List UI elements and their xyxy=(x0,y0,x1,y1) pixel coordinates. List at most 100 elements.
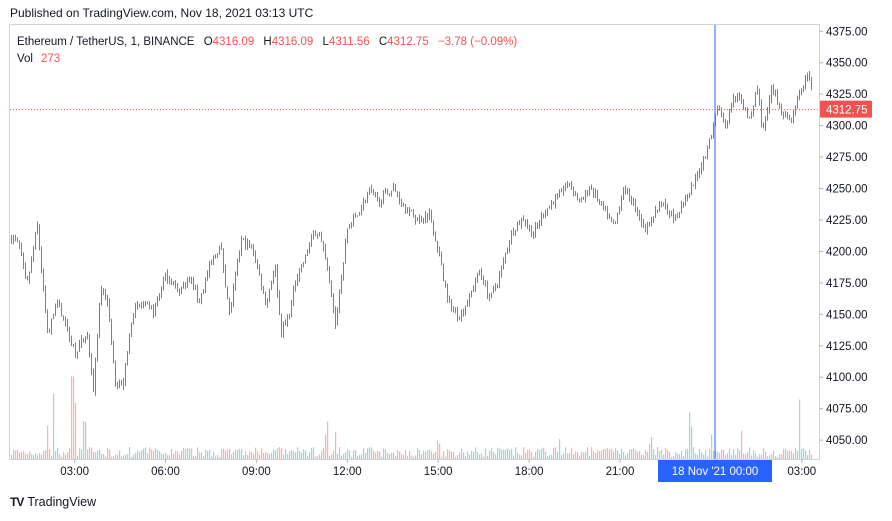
volume-bar xyxy=(193,455,195,459)
volume-bar xyxy=(277,448,279,459)
volume-bar xyxy=(557,451,559,459)
volume-bar xyxy=(139,452,141,459)
volume-bar xyxy=(501,449,503,459)
volume-bar xyxy=(799,399,801,459)
volume-bar xyxy=(487,455,489,459)
volume-bar xyxy=(253,454,255,459)
volume-bar xyxy=(619,453,621,459)
volume-bar xyxy=(587,447,589,459)
volume-bar xyxy=(687,448,689,459)
volume-bar xyxy=(527,449,529,459)
volume-bar xyxy=(453,451,455,459)
volume-bar xyxy=(463,452,465,459)
volume-bar xyxy=(485,448,487,459)
volume-bar xyxy=(157,450,159,459)
volume-bar xyxy=(573,454,575,459)
volume-bar xyxy=(295,452,297,459)
volume-bar xyxy=(669,452,671,459)
volume-bar xyxy=(535,451,537,459)
volume-bar xyxy=(233,452,235,459)
volume-bar xyxy=(773,450,775,459)
volume-bar xyxy=(593,450,595,459)
volume-bar xyxy=(579,455,581,459)
volume-bar xyxy=(415,455,417,459)
y-tick-label: 4250.00 xyxy=(826,184,868,196)
volume-bar xyxy=(395,455,397,459)
volume-bar xyxy=(105,456,107,459)
volume-bar xyxy=(511,448,513,459)
volume-bar xyxy=(145,447,147,459)
volume-bar xyxy=(663,454,665,459)
volume-bar xyxy=(69,447,71,459)
volume-bar xyxy=(705,450,707,459)
volume-bar xyxy=(525,452,527,459)
volume-bar xyxy=(711,434,713,459)
volume-bar xyxy=(261,448,263,459)
volume-bar xyxy=(495,454,497,459)
volume-bar xyxy=(265,452,267,459)
volume-bar xyxy=(635,449,637,459)
volume-bar xyxy=(217,454,219,459)
volume-bar xyxy=(109,449,111,459)
y-tick-label: 4150.00 xyxy=(826,309,868,321)
volume-bar xyxy=(289,450,291,459)
volume-bar xyxy=(517,452,519,459)
volume-bar xyxy=(43,450,45,459)
volume-bar xyxy=(765,452,767,459)
volume-bar xyxy=(203,456,205,459)
y-tick-label: 4350.00 xyxy=(826,58,868,70)
volume-bar xyxy=(643,455,645,459)
volume-bar xyxy=(355,450,357,459)
tradingview-footer[interactable]: TV TradingView xyxy=(10,495,96,509)
volume-bar xyxy=(743,453,745,459)
volume-bar xyxy=(149,447,151,459)
volume-bar xyxy=(729,448,731,459)
volume-bar xyxy=(269,454,271,459)
volume-bar xyxy=(257,451,259,459)
y-tick-label: 4275.00 xyxy=(826,152,868,164)
volume-bar xyxy=(477,451,479,459)
volume-bar xyxy=(491,448,493,459)
volume-bar xyxy=(323,447,325,459)
volume-bar xyxy=(321,450,323,459)
volume-bar xyxy=(251,452,253,459)
volume-bar xyxy=(555,447,557,459)
y-tick-label: 4325.00 xyxy=(826,89,868,101)
volume-bar xyxy=(59,454,61,459)
volume-bar xyxy=(255,447,257,459)
volume-bar xyxy=(425,451,427,459)
volume-bar xyxy=(397,450,399,459)
volume-bar xyxy=(133,454,135,459)
volume-bar xyxy=(771,453,773,459)
volume-bar xyxy=(789,451,791,459)
volume-bar xyxy=(701,452,703,459)
volume-bar xyxy=(89,447,91,459)
volume-bar xyxy=(755,453,757,459)
volume-bar xyxy=(307,456,309,459)
volume-bar xyxy=(151,449,153,459)
volume-bar xyxy=(339,447,341,459)
volume-bar xyxy=(611,448,613,459)
volume-bar xyxy=(403,455,405,459)
volume-bar xyxy=(439,443,441,459)
y-tick-label: 4300.00 xyxy=(826,121,868,133)
volume-bar xyxy=(503,449,505,459)
y-tick-label: 4375.00 xyxy=(826,26,868,38)
volume-bar xyxy=(373,450,375,459)
volume-bar xyxy=(807,455,809,459)
volume-bar xyxy=(467,451,469,459)
volume-bar xyxy=(521,455,523,459)
volume-bar xyxy=(613,451,615,459)
x-tick-label: 12:00 xyxy=(333,466,362,478)
volume-bar xyxy=(87,449,89,459)
volume-bar xyxy=(187,447,189,459)
volume-bar xyxy=(585,452,587,459)
volume-bar xyxy=(33,455,35,459)
volume-bar xyxy=(667,449,669,459)
volume-bar xyxy=(367,448,369,459)
volume-bar xyxy=(117,454,119,459)
volume-layer xyxy=(11,376,813,459)
volume-bar xyxy=(569,453,571,459)
volume-bar xyxy=(565,447,567,459)
